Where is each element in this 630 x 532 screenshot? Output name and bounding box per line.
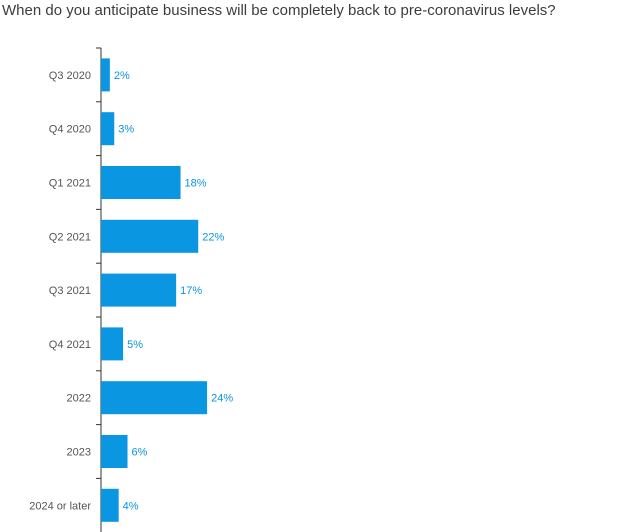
y-axis [96,47,102,532]
category-label: 2024 or later [29,500,91,512]
data-label: 17% [180,285,202,297]
category-label: 2022 [67,393,91,405]
data-label: 5% [127,339,143,351]
category-label: Q3 2020 [49,70,91,82]
data-label: 24% [211,393,233,405]
category-label: Q1 2021 [49,178,91,190]
bar [101,166,181,199]
bar [101,112,115,146]
category-label: Q3 2021 [49,285,91,297]
bar [101,273,177,307]
data-label: 18% [185,178,207,190]
category-label: 2023 [67,447,91,459]
chart-title: When do you anticipate business will be … [2,2,556,19]
bar [101,327,124,361]
bars [101,58,208,522]
bar [101,219,199,253]
data-label: 2% [114,70,130,82]
data-label: 6% [132,447,148,459]
bar [101,488,119,522]
bar [101,435,128,468]
bar [101,58,110,92]
data-label: 3% [118,124,134,136]
data-label: 22% [202,231,224,243]
category-label: Q4 2021 [49,339,91,351]
labels: Q3 2020 2% Q4 2020 3% Q1 2021 18% Q2 2021 22% Q3… [29,70,233,512]
category-label: Q4 2020 [49,124,91,136]
bar [101,381,208,415]
data-label: 4% [123,500,139,512]
category-label: Q2 2021 [49,231,91,243]
